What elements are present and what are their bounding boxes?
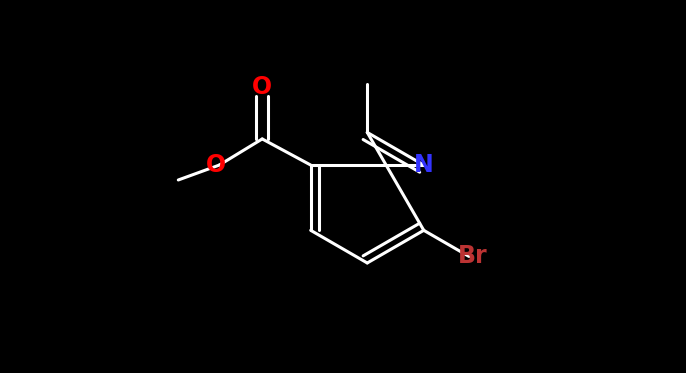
Text: Br: Br [458,244,488,269]
Text: O: O [206,153,226,177]
Text: N: N [414,153,434,177]
Text: O: O [252,75,272,99]
